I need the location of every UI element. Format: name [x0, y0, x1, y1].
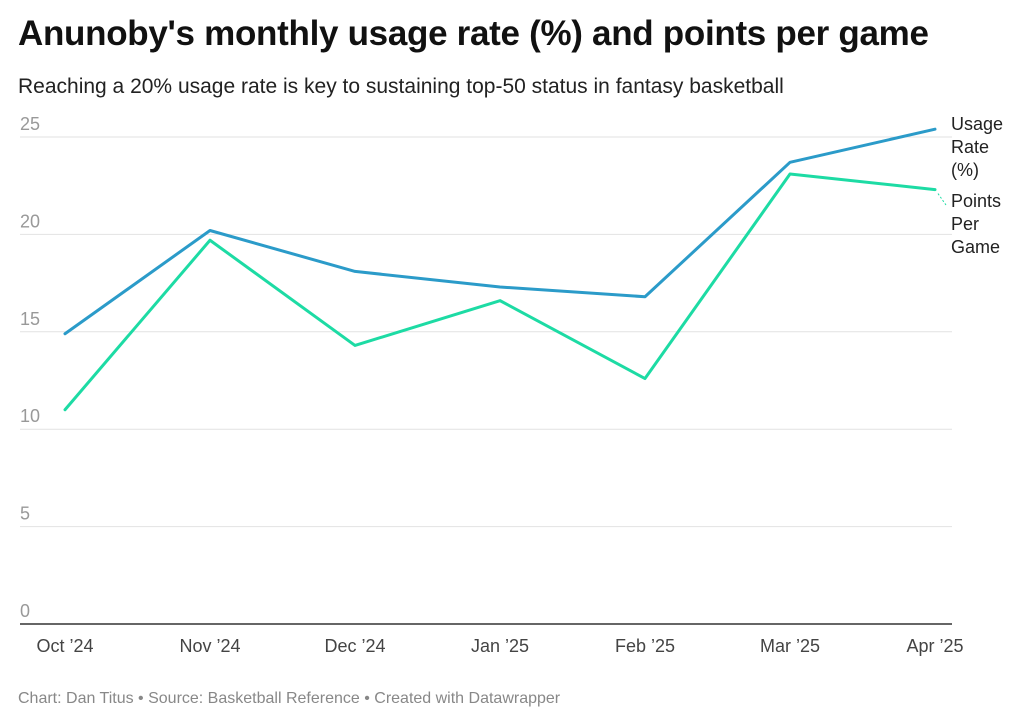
- series-label-1: Points Per Game: [951, 191, 1001, 257]
- y-axis-ticks: 0 5 10 15 20 25: [20, 114, 40, 621]
- x-tick-label: Apr ’25: [906, 636, 963, 656]
- y-tick-label: 15: [20, 309, 40, 329]
- x-tick-label: Jan ’25: [471, 636, 529, 656]
- chart-title: Anunoby's monthly usage rate (%) and poi…: [18, 14, 929, 53]
- x-tick-label: Nov ’24: [179, 636, 240, 656]
- x-tick-label: Feb ’25: [615, 636, 675, 656]
- series-label-connector: [937, 193, 947, 206]
- gridlines: [20, 136, 952, 625]
- y-tick-label: 0: [20, 601, 30, 621]
- x-tick-label: Oct ’24: [36, 636, 93, 656]
- series-line-0: [63, 127, 937, 336]
- x-tick-label: Dec ’24: [324, 636, 385, 656]
- y-tick-label: 25: [20, 114, 40, 134]
- y-tick-label: 5: [20, 504, 30, 524]
- y-tick-label: 20: [20, 211, 40, 231]
- chart-subtitle: Reaching a 20% usage rate is key to sust…: [18, 75, 784, 98]
- y-tick-label: 10: [20, 406, 40, 426]
- series-label-0: Usage Rate (%): [951, 114, 1003, 180]
- series-lines: [63, 127, 937, 412]
- x-axis-ticks: Oct ’24 Nov ’24 Dec ’24 Jan ’25 Feb ’25 Mar ’…: [36, 636, 963, 656]
- x-tick-label: Mar ’25: [760, 636, 820, 656]
- series-line-1: [63, 172, 937, 412]
- chart-footer: Chart: Dan Titus • Source: Basketball Re…: [18, 690, 561, 707]
- series-labels: Usage Rate (%) Points Per Game: [937, 114, 1003, 257]
